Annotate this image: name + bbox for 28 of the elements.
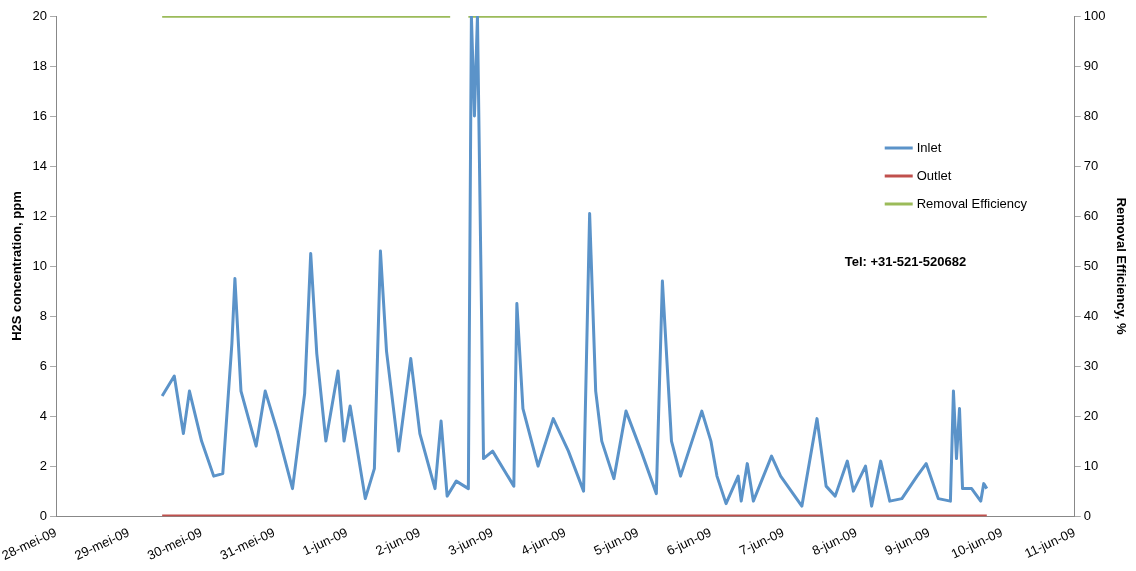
y2-tick-label: 80 <box>1083 107 1099 123</box>
y2-tick-label: 100 <box>1083 7 1106 23</box>
y2-tick-label: 40 <box>1083 307 1099 323</box>
y2-tick-label: 20 <box>1083 407 1099 423</box>
legend-label: Removal Efficiency <box>916 195 1028 211</box>
y2-tick-label: 0 <box>1083 507 1091 523</box>
y-tick-label: 20 <box>32 7 48 23</box>
y2-tick-label: 30 <box>1083 357 1099 373</box>
y-tick-label: 0 <box>39 507 48 523</box>
annotation: Tel: +31-521-520682 <box>844 253 967 269</box>
y-tick-label: 4 <box>39 407 48 423</box>
y-tick-label: 10 <box>32 257 48 273</box>
legend-label: Inlet <box>916 139 942 155</box>
y-tick-label: 8 <box>39 307 48 323</box>
y-tick-label: 18 <box>32 57 48 73</box>
y2-axis-title: Removal Efficiency, % <box>1113 197 1129 336</box>
y-tick-label: 12 <box>32 207 48 223</box>
y2-tick-label: 90 <box>1083 57 1099 73</box>
y2-tick-label: 70 <box>1083 157 1099 173</box>
y-tick-label: 6 <box>39 357 48 373</box>
y-tick-label: 14 <box>32 157 48 173</box>
y-tick-label: 16 <box>32 107 48 123</box>
y-tick-label: 2 <box>39 457 48 473</box>
y2-tick-label: 10 <box>1083 457 1099 473</box>
y2-tick-label: 60 <box>1083 207 1099 223</box>
y2-tick-label: 50 <box>1083 257 1099 273</box>
y-axis-title: H2S concentration, ppm <box>9 191 25 341</box>
legend-label: Outlet <box>916 167 952 183</box>
